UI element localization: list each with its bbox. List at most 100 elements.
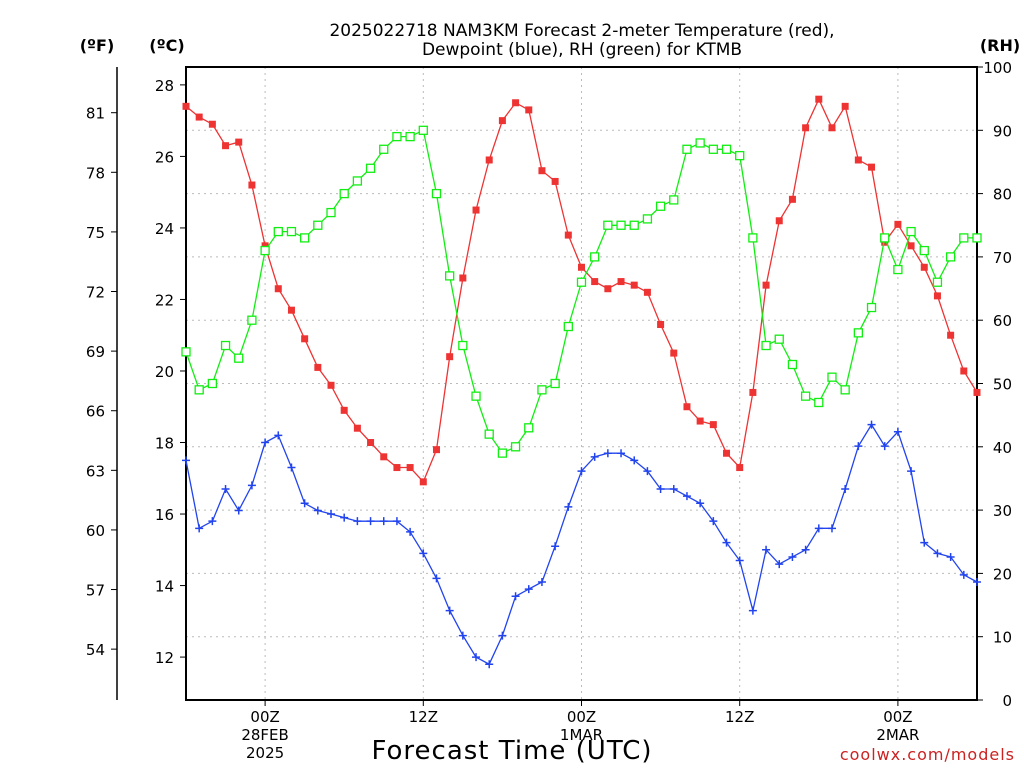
temperature-point [208,120,216,128]
temperature-point [578,263,585,271]
temperature-point [920,263,928,271]
temperature-point [815,95,823,103]
temperature-point [564,231,572,239]
temperature-point [248,181,256,189]
dewpoint-point [827,524,836,533]
rh-point [194,385,204,395]
dewpoint-point [907,467,916,476]
dewpoint-point [880,442,889,451]
dewpoint-point [472,653,481,662]
rh-point [313,220,323,230]
dewpoint-point [973,577,981,586]
dewpoint-point [445,606,454,615]
dewpoint-point [933,549,942,558]
series-rh [181,125,982,458]
dewpoint-point [406,527,415,536]
temperature-point [498,117,506,125]
dewpoint-point [327,510,336,519]
fahrenheit-tick-label: 57 [86,582,105,600]
rh-tick-label: 20 [993,565,1012,583]
rh-point [484,429,494,439]
dewpoint-point [485,660,494,669]
time-tick-label: 28FEB [241,726,288,744]
dewpoint-point [300,499,309,508]
dewpoint-point [748,606,757,615]
rh-point [721,144,732,154]
rh-point [510,442,521,452]
temperature-point [762,281,770,289]
temperature-point [670,349,678,357]
temperature-point [960,367,968,375]
temperature-point [459,274,467,282]
time-tick-label: 00Z [567,708,596,726]
rh-tick-label: 50 [993,376,1012,394]
dewpoint-point [366,517,375,526]
dewpoint-point [669,485,678,493]
series-dewpoint [182,420,981,669]
temperature-point [933,292,941,300]
fahrenheit-tick-labels: 54 57 60 63 66 69 72 75 78 81 [86,105,117,659]
temperature-point [419,478,427,486]
celsius-tick-label: 14 [155,578,174,596]
dewpoint-point [537,577,546,586]
dewpoint-point [775,560,784,569]
rh-point [339,188,349,199]
rh-point [603,220,613,230]
temperature-point [854,156,862,164]
dewpoint-point [682,492,691,501]
temperature-point [432,446,440,454]
dewpoint-point [867,420,876,429]
temperature-point [393,464,401,472]
rh-point [669,195,679,205]
celsius-tick-label: 24 [155,220,174,238]
temperature-point [327,381,335,389]
fahrenheit-tick-label: 66 [86,403,105,421]
celsius-tick-labels: 12 14 16 18 20 22 24 26 28 [155,77,186,667]
fahrenheit-tick-label: 60 [86,522,105,540]
celsius-tick-label: 12 [155,649,174,667]
rh-tick-labels: 0 10 20 30 40 50 60 70 80 90 100 [977,59,1012,710]
dewpoint-point [959,570,968,579]
temperature-point [485,156,493,164]
time-tick-label: 12Z [725,708,754,726]
series-line-dewpoint [185,423,978,666]
rh-point [840,385,850,395]
rh-point [405,131,415,142]
rh-tick-label: 40 [993,439,1012,457]
time-tick-label: 2025 [246,744,284,762]
rh-point [524,423,534,433]
fahrenheit-tick-label: 81 [86,105,105,123]
temperature-point [512,99,520,107]
dewpoint-point [182,456,190,465]
fahrenheit-tick-label: 78 [86,164,105,182]
rh-point [445,271,455,281]
dewpoint-point [590,452,599,461]
dewpoint-point [247,481,256,490]
dewpoint-point [656,485,665,493]
rh-point [800,391,811,401]
rh-point [866,302,877,313]
dewpoint-point [630,456,639,465]
rh-point [827,372,837,382]
dewpoint-point [458,631,467,640]
data-series [181,95,982,669]
rh-point [458,340,468,351]
rh-point [181,347,191,357]
temperature-point [604,285,612,293]
time-tick-label: 2MAR [876,726,919,744]
rh-point [576,277,587,287]
temperature-point [301,335,309,343]
temperature-point [380,453,388,461]
rh-point [392,131,402,142]
temperature-point [591,278,599,286]
fahrenheit-tick-label: 69 [86,343,105,361]
temperature-point [235,138,243,146]
rh-point [418,125,428,135]
dewpoint-point [524,585,533,594]
rh-point [629,220,639,230]
temperature-point [274,285,282,293]
rh-point [761,340,771,351]
rh-point [247,315,257,325]
temperature-point [630,281,638,289]
